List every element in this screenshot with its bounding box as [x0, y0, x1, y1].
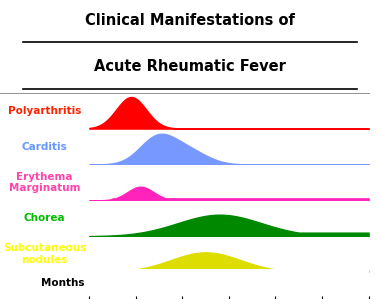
- Text: Chorea: Chorea: [24, 213, 65, 223]
- Text: Subcutaneous
nodules: Subcutaneous nodules: [3, 243, 86, 265]
- Text: Clinical Manifestations of: Clinical Manifestations of: [85, 13, 295, 28]
- Text: Polyarthritis: Polyarthritis: [8, 106, 81, 116]
- Text: Months: Months: [41, 277, 84, 288]
- Text: Acute Rheumatic Fever: Acute Rheumatic Fever: [94, 59, 286, 74]
- Text: Carditis: Carditis: [22, 141, 68, 152]
- Text: Erythema
Marginatum: Erythema Marginatum: [9, 172, 81, 193]
